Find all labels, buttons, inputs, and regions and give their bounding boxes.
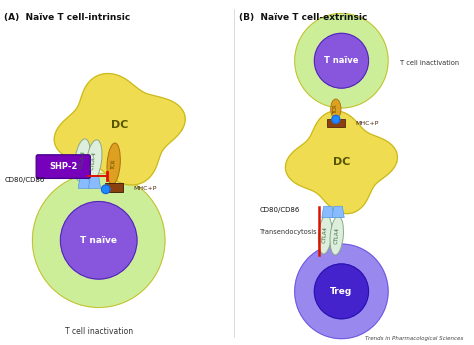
- Text: MHC+P: MHC+P: [133, 186, 156, 191]
- Text: CTLA-4: CTLA-4: [90, 151, 98, 170]
- Text: Treg: Treg: [330, 287, 353, 296]
- Circle shape: [32, 173, 165, 307]
- Circle shape: [295, 244, 388, 339]
- Text: (B)  Naïve T cell-extrinsic: (B) Naïve T cell-extrinsic: [239, 13, 367, 22]
- Text: T cell inactivation: T cell inactivation: [400, 60, 459, 66]
- Text: Trends in Pharmacological Sciences: Trends in Pharmacological Sciences: [365, 336, 464, 341]
- Polygon shape: [78, 177, 91, 188]
- Ellipse shape: [319, 215, 332, 254]
- Text: T naïve: T naïve: [80, 236, 117, 245]
- Circle shape: [101, 185, 110, 194]
- Polygon shape: [327, 119, 345, 127]
- Ellipse shape: [331, 99, 341, 119]
- Text: TCR: TCR: [111, 158, 117, 169]
- Text: T cell inactivation: T cell inactivation: [64, 327, 133, 336]
- Text: DC: DC: [333, 157, 350, 167]
- Circle shape: [314, 264, 368, 319]
- Text: DC: DC: [111, 119, 128, 129]
- Ellipse shape: [86, 140, 102, 182]
- Polygon shape: [322, 206, 334, 218]
- Ellipse shape: [330, 216, 344, 255]
- Text: TCR: TCR: [333, 104, 338, 114]
- Text: Transendocytosis: Transendocytosis: [260, 229, 318, 235]
- Polygon shape: [285, 111, 397, 214]
- Polygon shape: [89, 177, 100, 188]
- Text: CD80/CD86: CD80/CD86: [4, 177, 45, 183]
- Circle shape: [332, 115, 340, 124]
- Text: CTLA4: CTLA4: [334, 227, 340, 244]
- Text: SHP-2: SHP-2: [49, 162, 77, 171]
- Text: CTLA4: CTLA4: [322, 226, 328, 243]
- Text: CTLA-4: CTLA-4: [79, 150, 86, 169]
- Text: T naïve: T naïve: [324, 56, 359, 65]
- Circle shape: [314, 33, 368, 88]
- FancyBboxPatch shape: [36, 155, 91, 178]
- Ellipse shape: [107, 143, 120, 185]
- Polygon shape: [54, 73, 185, 185]
- Circle shape: [61, 201, 137, 279]
- Circle shape: [295, 13, 388, 108]
- Text: CD80/CD86: CD80/CD86: [260, 207, 300, 213]
- Text: MHC+P: MHC+P: [356, 121, 379, 126]
- Polygon shape: [105, 183, 122, 191]
- Text: (A)  Naïve T cell-intrinsic: (A) Naïve T cell-intrinsic: [4, 13, 131, 22]
- Polygon shape: [332, 206, 344, 218]
- Ellipse shape: [74, 139, 91, 181]
